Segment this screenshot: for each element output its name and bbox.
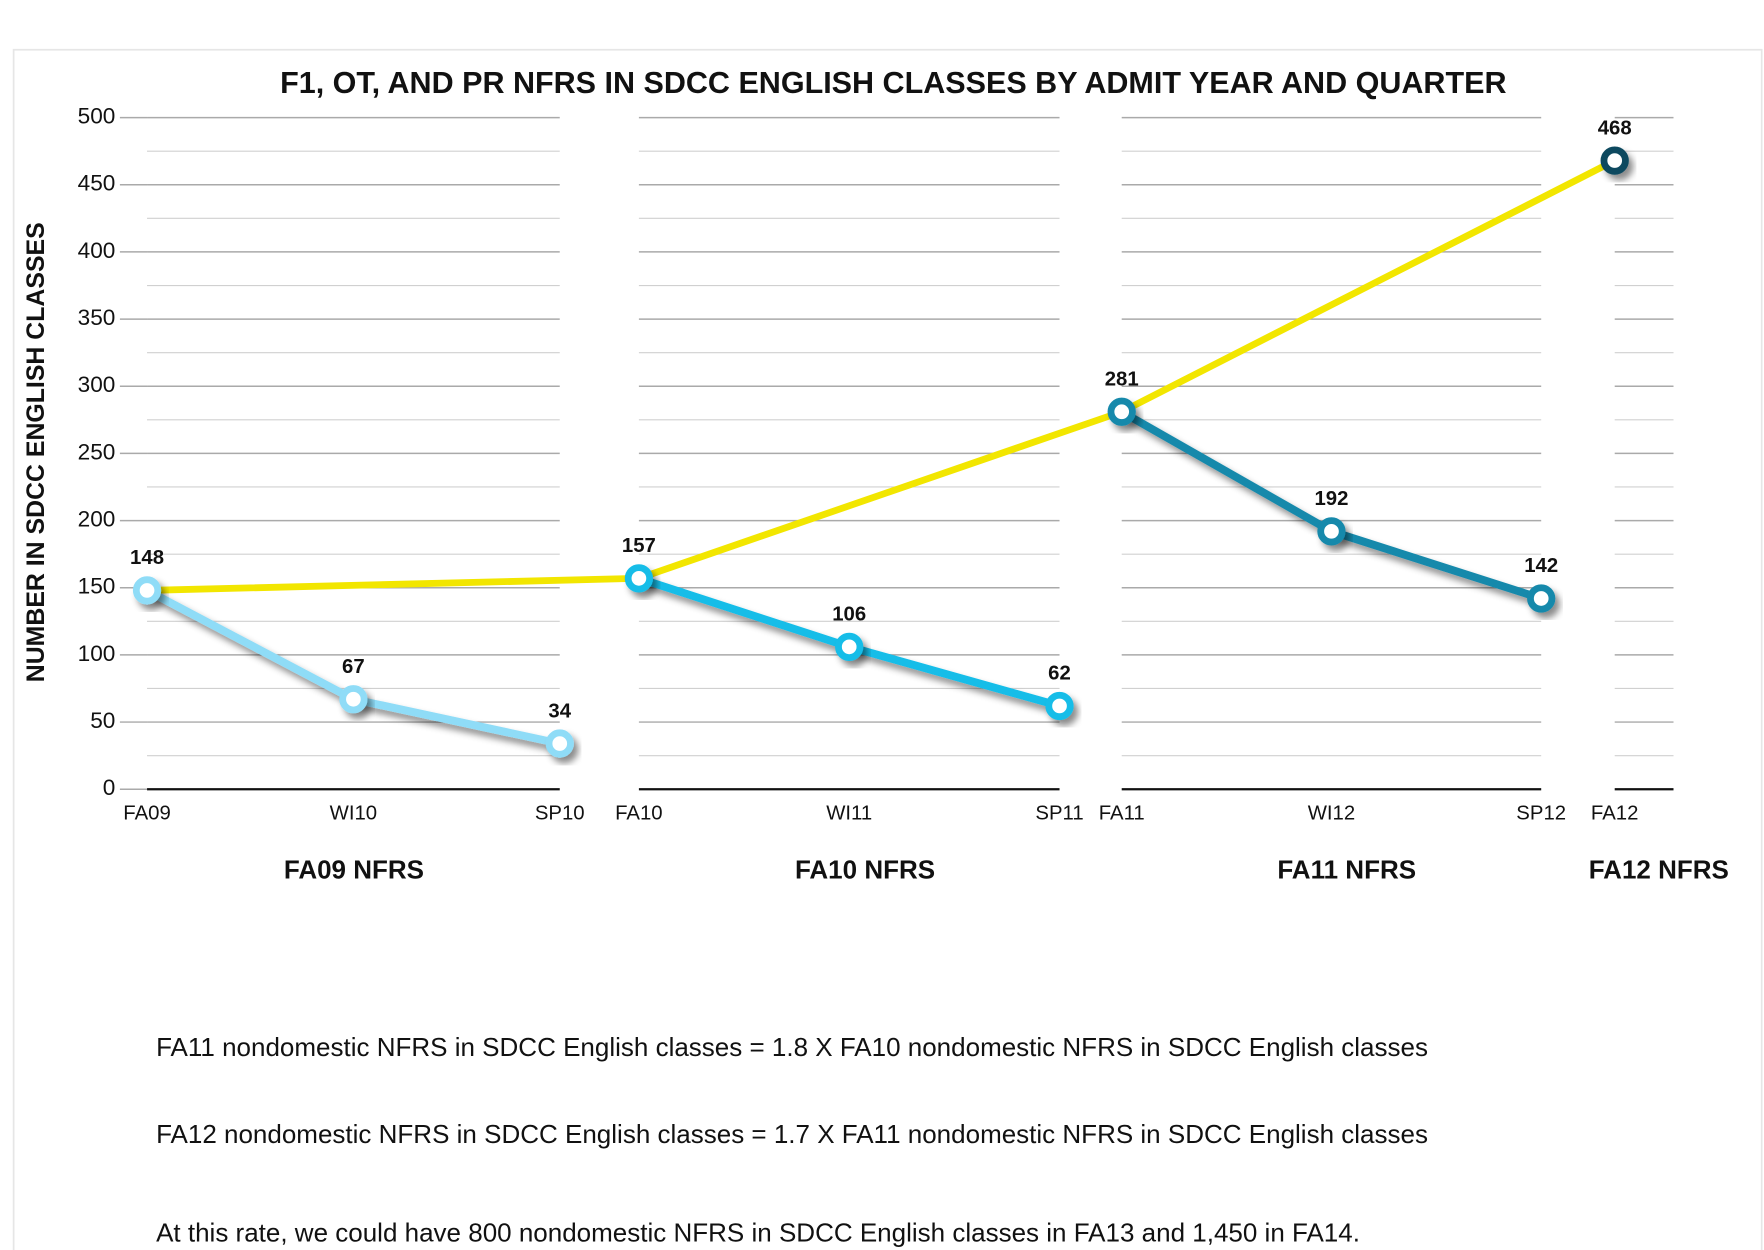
note: FA12 nondomestic NFRS in SDCC English cl… <box>156 1119 1428 1149</box>
y-tick-label: 0 <box>103 775 116 800</box>
point <box>132 576 162 605</box>
x-tick-label: FA10 <box>615 802 663 824</box>
group-label: FA12 NFRS <box>1589 855 1729 885</box>
note: FA11 nondomestic NFRS in SDCC English cl… <box>156 1032 1428 1062</box>
group-label: FA11 NFRS <box>1277 855 1416 885</box>
value-label: 192 <box>1314 488 1348 510</box>
y-tick-label: 200 <box>78 507 116 532</box>
chart-title: F1, OT, AND PR NFRS IN SDCC ENGLISH CLAS… <box>280 66 1506 100</box>
point <box>1600 146 1629 175</box>
x-tick-label: FA11 <box>1099 802 1145 824</box>
y-tick-label: 400 <box>78 238 116 263</box>
value-label: 67 <box>342 656 365 678</box>
value-label: 62 <box>1048 663 1071 685</box>
point <box>1045 691 1074 721</box>
y-tick-label: 300 <box>78 372 116 397</box>
value-label: 148 <box>130 547 164 569</box>
value-label: 142 <box>1524 555 1558 577</box>
x-tick-label: WI12 <box>1308 802 1355 824</box>
y-tick-label: 150 <box>78 574 116 599</box>
value-label: 106 <box>832 604 866 626</box>
y-tick-label: 450 <box>78 171 116 196</box>
x-tick-label: FA09 <box>123 802 171 824</box>
x-tick-label: SP12 <box>1516 802 1566 824</box>
point <box>1527 584 1556 613</box>
y-tick-label: 50 <box>90 708 115 733</box>
x-tick-label: WI10 <box>330 802 377 824</box>
value-label: 468 <box>1598 117 1632 139</box>
x-tick-label: WI11 <box>826 802 872 824</box>
y-tick-label: 100 <box>78 641 116 666</box>
y-tick-label: 250 <box>78 439 116 464</box>
group-label: FA09 NFRS <box>284 855 424 885</box>
group-label: FA10 NFRS <box>795 855 935 885</box>
point <box>1317 517 1346 546</box>
value-label: 34 <box>548 700 571 722</box>
x-tick-label: SP10 <box>535 802 585 824</box>
point <box>545 729 574 758</box>
y-tick-label: 500 <box>78 104 116 129</box>
card <box>12 48 1763 1250</box>
value-label: 157 <box>622 535 656 557</box>
point <box>1107 397 1136 426</box>
trend-line <box>146 157 1617 594</box>
value-label: 281 <box>1105 368 1139 390</box>
y-tick-label: 350 <box>78 305 116 330</box>
x-tick-label: SP11 <box>1035 802 1083 824</box>
note: At this rate, we could have 800 nondomes… <box>156 1218 1360 1248</box>
point <box>835 632 864 661</box>
y-axis-label: NUMBER IN SDCC ENGLISH CLASSES <box>22 222 50 682</box>
point <box>339 685 368 714</box>
x-tick-label: FA12 <box>1591 802 1639 824</box>
point <box>624 564 654 593</box>
